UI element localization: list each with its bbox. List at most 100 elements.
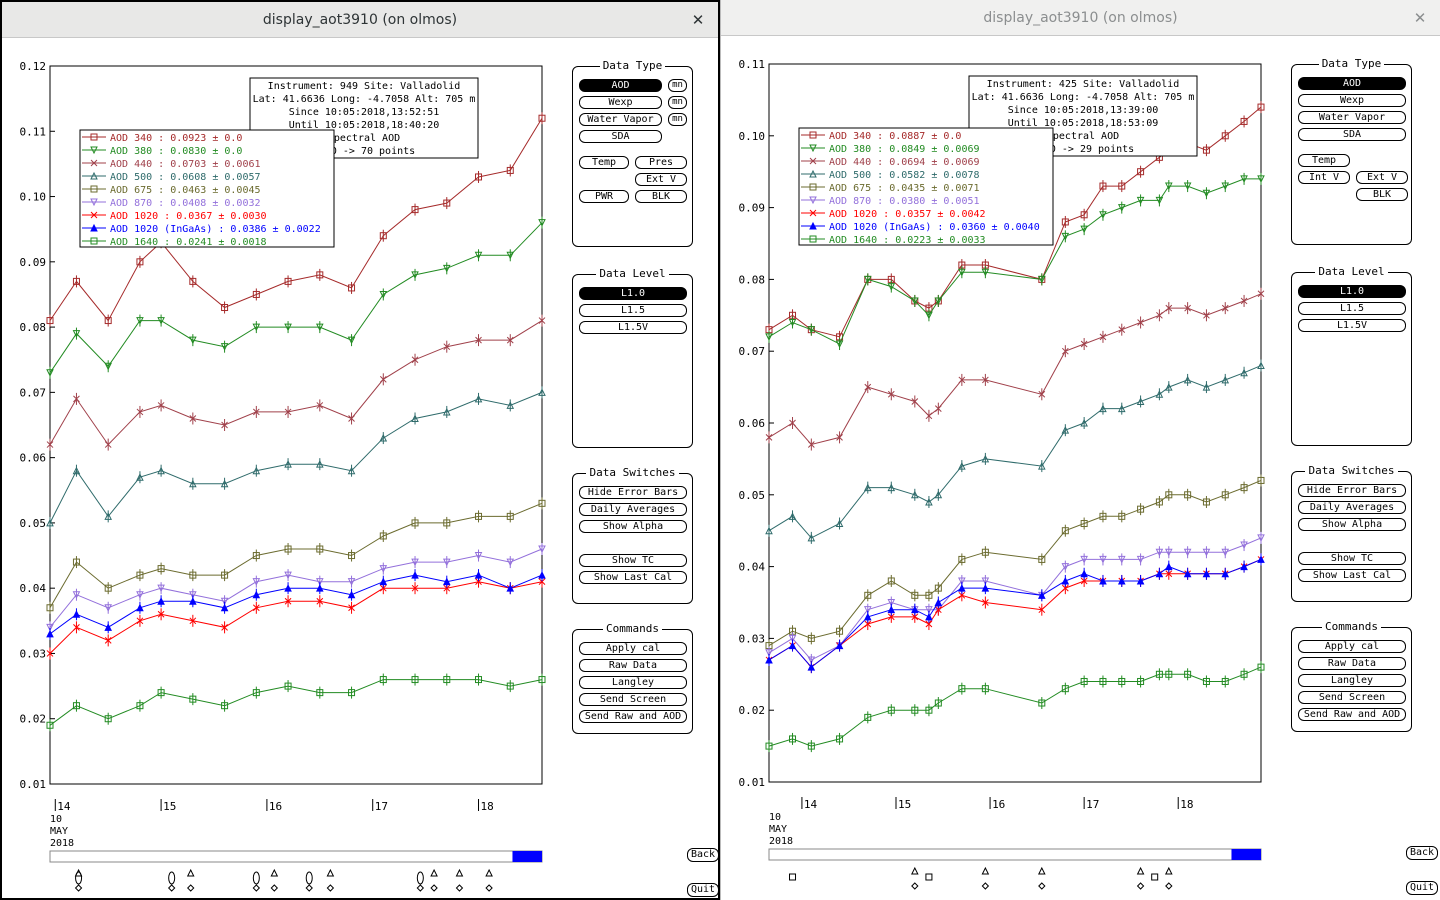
level-l1-5v-button[interactable]: L1.5V (1298, 319, 1406, 332)
raw-data-button[interactable]: Raw Data (1298, 657, 1406, 670)
blk-button[interactable]: BLK (635, 190, 687, 203)
wexp-mn-button[interactable]: mn (668, 96, 687, 109)
ext-v-button[interactable]: Ext V (1356, 171, 1408, 184)
temp-button[interactable]: Temp (579, 156, 629, 169)
data-point (379, 232, 387, 240)
level-l1-5v-button[interactable]: L1.5V (579, 321, 687, 334)
y-tick-label: 0.08 (739, 273, 766, 286)
aod-chart: 0.12 0.11 0.10 0.09 0.08 0.07 0.06 0.05 0.04 0.03… (20, 60, 546, 892)
data-point (104, 623, 113, 631)
info-since-line: Since 10:05:2018,13:52:51 (289, 107, 440, 118)
daily-averages-button[interactable]: Daily Averages (1298, 501, 1406, 514)
level-l1-5-button[interactable]: L1.5 (579, 304, 687, 317)
data-point (411, 519, 419, 527)
quit-button[interactable]: Quit (1406, 881, 1439, 895)
legend-symbol (809, 221, 817, 230)
show-tc-button[interactable]: Show TC (579, 554, 687, 567)
pwr-button[interactable]: PWR (579, 190, 629, 203)
data-point (442, 558, 451, 567)
series-aod-1020-ingaas- (46, 569, 546, 640)
data-point (911, 490, 919, 499)
send-screen-button[interactable]: Send Screen (1298, 691, 1406, 704)
show-tc-button[interactable]: Show TC (1298, 552, 1406, 565)
data-point (765, 434, 773, 441)
y-tick-label: 0.09 (739, 202, 766, 215)
back-button[interactable]: Back (1406, 846, 1439, 860)
blk-button[interactable]: BLK (1356, 188, 1408, 201)
wexp-button[interactable]: Wexp (579, 96, 662, 109)
title-bar[interactable]: display_aot3910 (on olmos) ✕ (721, 0, 1440, 36)
send-raw-aod-button[interactable]: Send Raw and AOD (579, 710, 687, 723)
data-point (807, 656, 816, 665)
legend-entry: AOD 1020 (InGaAs) : 0.0360 ± 0.0040 (829, 222, 1040, 233)
ext-v-button[interactable]: Ext V (635, 173, 687, 186)
apply-cal-button[interactable]: Apply cal (579, 642, 687, 655)
data-point (221, 304, 229, 312)
data-point (104, 715, 112, 723)
show-alpha-button[interactable]: Show Alpha (1298, 518, 1406, 531)
langley-button[interactable]: Langley (579, 676, 687, 689)
progress-bar (768, 848, 1262, 861)
close-icon[interactable]: ✕ (691, 11, 705, 29)
data-point (315, 460, 324, 468)
x-tick-label: 17 (375, 800, 388, 813)
apply-cal-button[interactable]: Apply cal (1298, 640, 1406, 653)
x-tick-label: 16 (992, 798, 1005, 811)
legend-symbol (90, 223, 98, 232)
aod-button[interactable]: AOD (579, 79, 662, 92)
data-point (1117, 555, 1126, 564)
y-tick-label: 0.06 (20, 452, 47, 465)
data-point (1240, 117, 1248, 125)
legend-entry: AOD 1640 : 0.0241 ± 0.0018 (110, 237, 267, 248)
data-type-title: Data Type (1318, 57, 1385, 70)
level-l1-5-button[interactable]: L1.5 (1298, 302, 1406, 315)
daily-averages-button[interactable]: Daily Averages (579, 503, 687, 516)
data-point (925, 412, 933, 420)
data-point (1038, 591, 1046, 599)
int-v-button[interactable]: Int V (1298, 171, 1350, 184)
data-point (1257, 290, 1265, 298)
aod-mn-button[interactable]: mn (668, 79, 687, 92)
back-button[interactable]: Back (687, 848, 720, 862)
diamond-marker (326, 884, 335, 892)
send-raw-aod-button[interactable]: Send Raw and AOD (1298, 708, 1406, 721)
show-alpha-button[interactable]: Show Alpha (579, 520, 687, 533)
send-screen-button[interactable]: Send Screen (579, 693, 687, 706)
data-point (788, 634, 797, 643)
data-point (788, 318, 797, 327)
water-vapor-button[interactable]: Water Vapor (579, 113, 662, 126)
hide-error-bars-button[interactable]: Hide Error Bars (1298, 484, 1406, 497)
langley-button[interactable]: Langley (1298, 674, 1406, 687)
triangle-marker (911, 866, 919, 875)
hide-error-bars-button[interactable]: Hide Error Bars (579, 486, 687, 499)
data-type-panel: Data Type AOD mn Wexp mn Water Vapor mn … (572, 59, 693, 247)
data-point (1257, 103, 1265, 111)
y-tick-label: 0.03 (20, 647, 47, 660)
water-vapor-mn-button[interactable]: mn (668, 113, 687, 126)
data-point (863, 606, 872, 614)
wexp-button[interactable]: Wexp (1298, 94, 1406, 107)
data-level-title: Data Level (596, 267, 669, 280)
quit-button[interactable]: Quit (687, 883, 720, 897)
title-bar[interactable]: display_aot3910 (on olmos) ✕ (2, 2, 718, 38)
diamond-marker (270, 884, 279, 892)
pres-button[interactable]: Pres (635, 156, 687, 169)
show-last-cal-button[interactable]: Show Last Cal (1298, 569, 1406, 582)
legend-symbol (90, 171, 98, 180)
y-tick-label: 0.05 (20, 517, 47, 530)
close-icon[interactable]: ✕ (1413, 9, 1427, 27)
sda-button[interactable]: SDA (579, 130, 662, 143)
show-last-cal-button[interactable]: Show Last Cal (579, 571, 687, 584)
temp-button[interactable]: Temp (1298, 154, 1350, 167)
data-point (1221, 677, 1229, 685)
level-l1-0-button[interactable]: L1.0 (1298, 285, 1406, 298)
aod-button[interactable]: AOD (1298, 77, 1406, 90)
sda-button[interactable]: SDA (1298, 128, 1406, 141)
level-l1-0-button[interactable]: L1.0 (579, 287, 687, 300)
raw-data-button[interactable]: Raw Data (579, 659, 687, 672)
data-point (1240, 562, 1248, 571)
series-aod-870 (46, 543, 546, 634)
y-tick-label: 0.03 (739, 632, 766, 645)
info-until-line: Until 10:05:2018,18:53:09 (1008, 118, 1159, 129)
water-vapor-button[interactable]: Water Vapor (1298, 111, 1406, 124)
